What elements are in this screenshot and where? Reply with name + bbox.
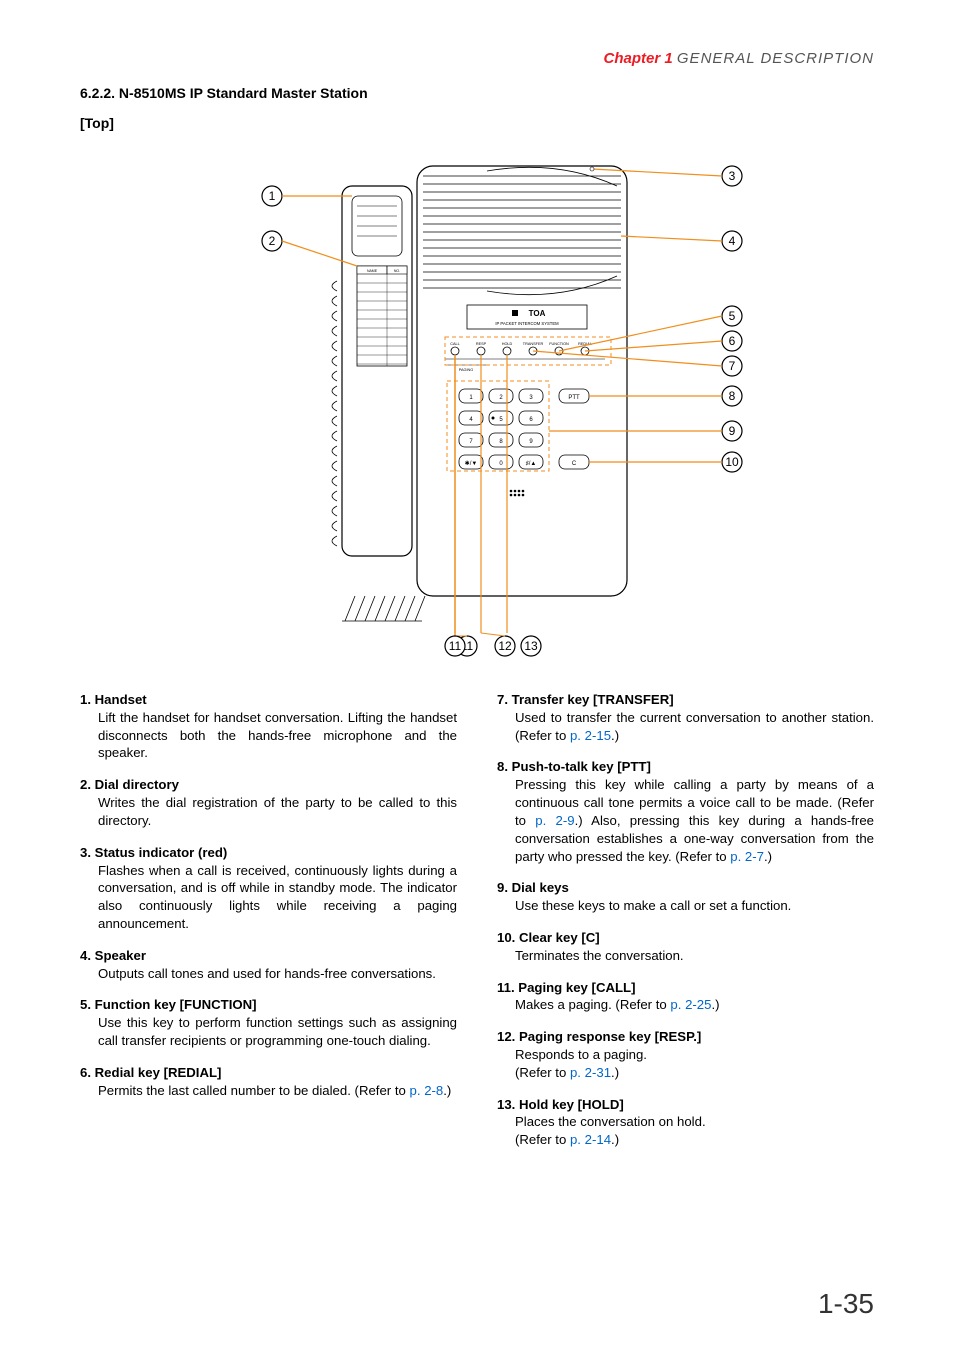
svg-text:TRANSFER: TRANSFER — [523, 342, 544, 346]
page-ref-link[interactable]: p. 2-8 — [410, 1083, 444, 1098]
desc-item-head: 4. Speaker — [80, 947, 457, 965]
svg-text:8: 8 — [729, 389, 736, 403]
desc-item: 9. Dial keysUse these keys to make a cal… — [497, 879, 874, 915]
desc-item-head: 8. Push-to-talk key [PTT] — [497, 758, 874, 776]
section-heading: 6.2.2. N-8510MS IP Standard Master Stati… — [80, 85, 874, 101]
desc-item: 5. Function key [FUNCTION]Use this key t… — [80, 996, 457, 1049]
page-ref-link[interactable]: p. 2-31 — [570, 1065, 611, 1080]
chapter-label: Chapter 1 — [604, 50, 673, 67]
desc-item-head: 5. Function key [FUNCTION] — [80, 996, 457, 1014]
page-ref-link[interactable]: p. 2-14 — [570, 1132, 611, 1147]
svg-text:12: 12 — [498, 639, 512, 653]
svg-text:6: 6 — [729, 334, 736, 348]
svg-text:2: 2 — [269, 234, 276, 248]
desc-item-body: Used to transfer the current conversatio… — [497, 709, 874, 745]
desc-item-body: Writes the dial registration of the part… — [80, 794, 457, 830]
desc-item: 13. Hold key [HOLD]Places the conversati… — [497, 1096, 874, 1149]
svg-text:IP PACKET INTERCOM SYSTEM: IP PACKET INTERCOM SYSTEM — [495, 321, 559, 326]
svg-text:NAME: NAME — [367, 269, 378, 273]
page-ref-link[interactable]: p. 2-15 — [570, 728, 611, 743]
desc-item-head: 7. Transfer key [TRANSFER] — [497, 691, 874, 709]
svg-text:9: 9 — [729, 424, 736, 438]
desc-item-body: Pressing this key while calling a party … — [497, 776, 874, 865]
desc-item-head: 9. Dial keys — [497, 879, 874, 897]
desc-item-body: Places the conversation on hold.(Refer t… — [497, 1113, 874, 1149]
svg-text:RESP: RESP — [476, 342, 487, 346]
svg-text:FUNCTION: FUNCTION — [549, 342, 569, 346]
running-header: Chapter 1 GENERAL DESCRIPTION — [80, 50, 874, 67]
svg-text:7: 7 — [729, 359, 736, 373]
svg-text:♯/▲: ♯/▲ — [526, 460, 537, 467]
chapter-title: GENERAL DESCRIPTION — [677, 50, 874, 67]
desc-item: 3. Status indicator (red)Flashes when a … — [80, 844, 457, 933]
svg-text:1: 1 — [269, 189, 276, 203]
svg-text:PTT: PTT — [568, 395, 580, 401]
svg-text:CALL: CALL — [450, 342, 460, 346]
desc-item-head: 10. Clear key [C] — [497, 929, 874, 947]
svg-text:10: 10 — [725, 455, 739, 469]
svg-text:11: 11 — [449, 639, 462, 653]
svg-text:PAGING: PAGING — [459, 368, 474, 372]
svg-text:3: 3 — [729, 169, 736, 183]
desc-item: 11. Paging key [CALL]Makes a paging. (Re… — [497, 979, 874, 1015]
desc-item-body: Lift the handset for handset conversatio… — [80, 709, 457, 762]
svg-text:HOLD: HOLD — [502, 342, 513, 346]
desc-item-body: Outputs call tones and used for hands-fr… — [80, 965, 457, 983]
device-diagram: TOA IP PACKET INTERCOM SYSTEM CALL RESP HOLD… — [80, 141, 874, 661]
desc-item-head: 3. Status indicator (red) — [80, 844, 457, 862]
subhead: [Top] — [80, 115, 874, 131]
desc-item-head: 12. Paging response key [RESP.] — [497, 1028, 874, 1046]
desc-item: 7. Transfer key [TRANSFER]Used to transf… — [497, 691, 874, 744]
desc-item-body: Use these keys to make a call or set a f… — [497, 897, 874, 915]
svg-text:TOA: TOA — [529, 309, 546, 318]
desc-item-head: 13. Hold key [HOLD] — [497, 1096, 874, 1114]
page-ref-link[interactable]: p. 2-7 — [730, 849, 764, 864]
svg-text:C: C — [572, 461, 577, 467]
column-left: 1. HandsetLift the handset for handset c… — [80, 691, 457, 1163]
desc-item-head: 6. Redial key [REDIAL] — [80, 1064, 457, 1082]
desc-item: 8. Push-to-talk key [PTT]Pressing this k… — [497, 758, 874, 865]
desc-item: 10. Clear key [C]Terminates the conversa… — [497, 929, 874, 965]
desc-item: 6. Redial key [REDIAL]Permits the last c… — [80, 1064, 457, 1100]
svg-text:4: 4 — [729, 234, 736, 248]
page-ref-link[interactable]: p. 2-9 — [535, 813, 574, 828]
column-right: 7. Transfer key [TRANSFER]Used to transf… — [497, 691, 874, 1163]
desc-item-body: Use this key to perform function setting… — [80, 1014, 457, 1050]
desc-item-body: Makes a paging. (Refer to p. 2-25.) — [497, 996, 874, 1014]
svg-text:5: 5 — [729, 309, 736, 323]
desc-item: 2. Dial directoryWrites the dial registr… — [80, 776, 457, 829]
svg-text:NO.: NO. — [394, 269, 400, 273]
desc-item-head: 11. Paging key [CALL] — [497, 979, 874, 997]
svg-text:✱/▼: ✱/▼ — [465, 460, 478, 467]
page-number: 1-35 — [818, 1288, 874, 1320]
desc-item-body: Permits the last called number to be dia… — [80, 1082, 457, 1100]
svg-text:13: 13 — [524, 639, 538, 653]
desc-item-head: 2. Dial directory — [80, 776, 457, 794]
desc-item: 12. Paging response key [RESP.]Responds … — [497, 1028, 874, 1081]
desc-item-body: Terminates the conversation. — [497, 947, 874, 965]
description-columns: 1. HandsetLift the handset for handset c… — [80, 691, 874, 1163]
desc-item-body: Flashes when a call is received, continu… — [80, 862, 457, 933]
desc-item-head: 1. Handset — [80, 691, 457, 709]
desc-item: 4. SpeakerOutputs call tones and used fo… — [80, 947, 457, 983]
desc-item: 1. HandsetLift the handset for handset c… — [80, 691, 457, 762]
desc-item-body: Responds to a paging.(Refer to p. 2-31.) — [497, 1046, 874, 1082]
page-ref-link[interactable]: p. 2-25 — [670, 997, 711, 1012]
